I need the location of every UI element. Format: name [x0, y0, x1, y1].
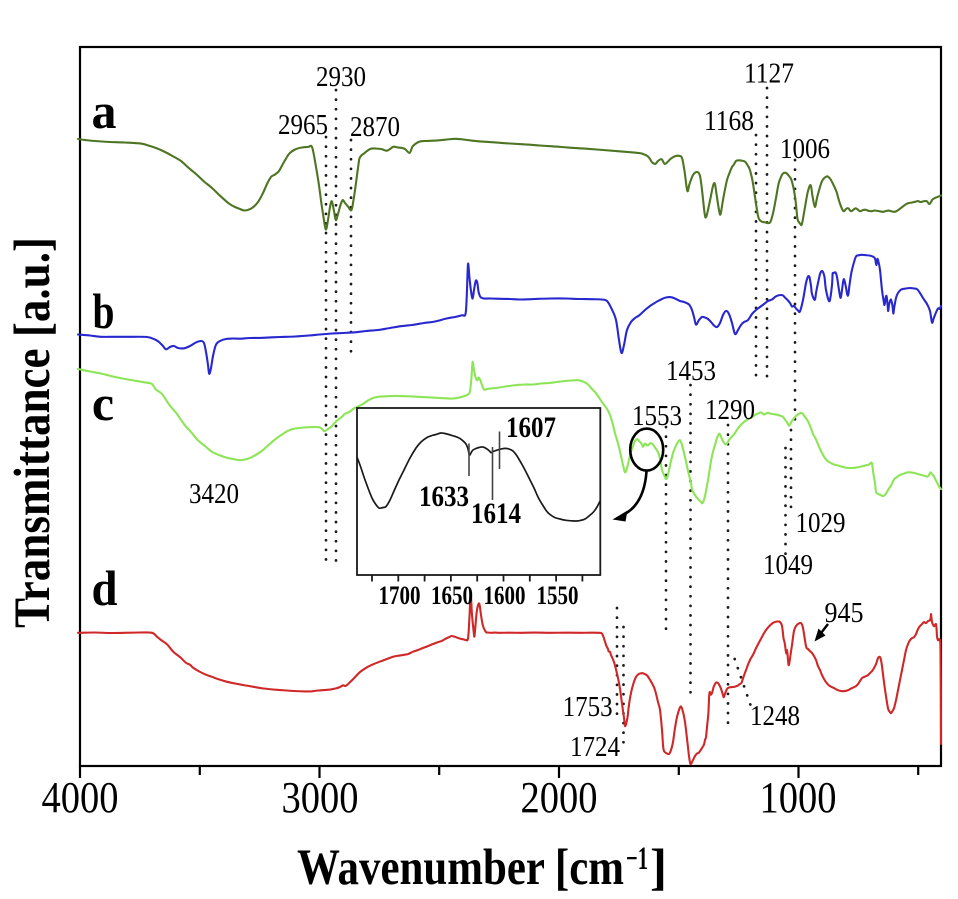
svg-text:a: a: [92, 83, 117, 139]
svg-text:945: 945: [825, 597, 864, 629]
svg-text:3420: 3420: [189, 478, 239, 510]
svg-text:1553: 1553: [632, 400, 682, 432]
svg-text:1029: 1029: [796, 507, 846, 539]
svg-text:2870: 2870: [350, 111, 400, 143]
svg-text:1290: 1290: [705, 394, 755, 426]
svg-text:d: d: [92, 560, 118, 616]
svg-text:1000: 1000: [760, 773, 837, 822]
svg-text:1127: 1127: [744, 58, 794, 90]
svg-text:]: ]: [650, 840, 667, 896]
svg-text:1700: 1700: [379, 581, 421, 610]
svg-text:1006: 1006: [780, 133, 830, 165]
svg-text:2000: 2000: [521, 773, 598, 822]
svg-text:b: b: [93, 283, 115, 339]
svg-text:c: c: [92, 375, 114, 431]
svg-text:1724: 1724: [570, 731, 620, 763]
svg-text:1614: 1614: [471, 497, 521, 530]
svg-text:Wavenumber [cm: Wavenumber [cm: [297, 840, 624, 896]
svg-text:1607: 1607: [506, 411, 556, 444]
svg-text:4000: 4000: [42, 773, 119, 822]
svg-text:1753: 1753: [563, 691, 613, 723]
svg-text:1049: 1049: [763, 549, 813, 581]
svg-text:1550: 1550: [537, 581, 579, 610]
svg-text:Transmittance [a.u.]: Transmittance [a.u.]: [5, 237, 61, 628]
svg-text:1650: 1650: [431, 581, 473, 610]
svg-text:−1: −1: [626, 841, 648, 877]
svg-text:2930: 2930: [316, 61, 366, 93]
svg-text:1600: 1600: [484, 581, 526, 610]
svg-text:1168: 1168: [704, 105, 754, 137]
svg-text:2965: 2965: [278, 109, 328, 141]
svg-text:1453: 1453: [666, 355, 716, 387]
svg-text:3000: 3000: [282, 773, 359, 822]
svg-text:1248: 1248: [750, 700, 800, 732]
svg-text:1633: 1633: [419, 480, 469, 513]
